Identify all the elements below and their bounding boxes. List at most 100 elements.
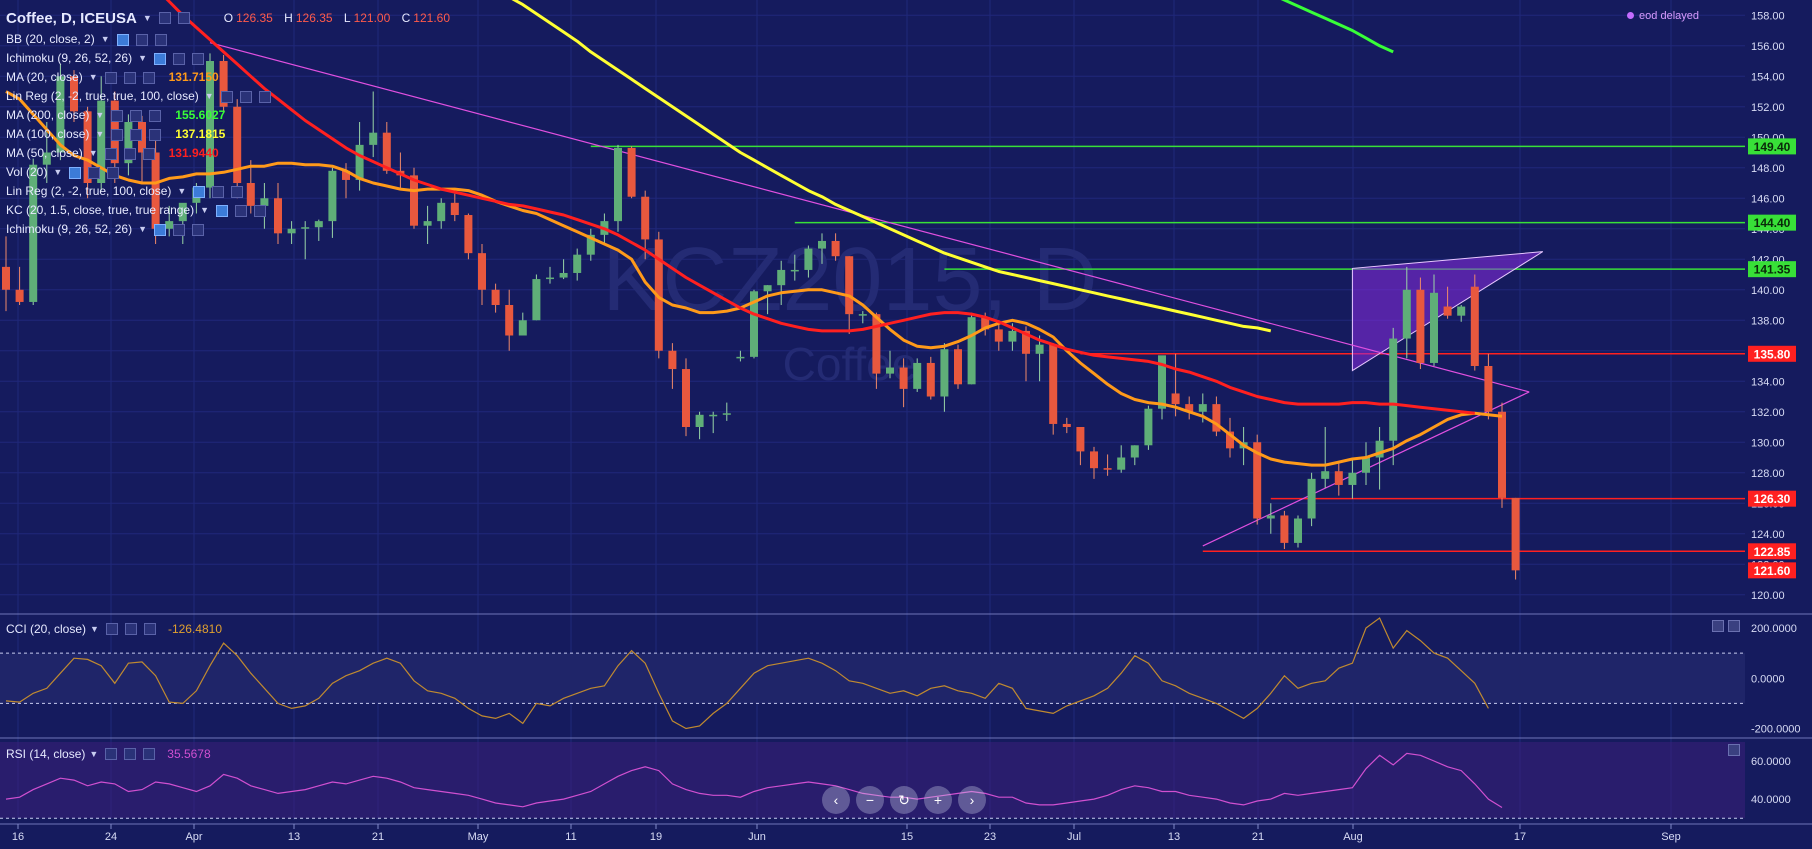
- date-tick-label: 11: [565, 831, 576, 843]
- rsi-label[interactable]: RSI (14, close): [6, 747, 86, 761]
- indicator-close-icon[interactable]: [192, 223, 204, 236]
- rsi-hide-icon[interactable]: [124, 748, 137, 760]
- indicator-settings-icon[interactable]: [154, 223, 166, 236]
- indicator-label[interactable]: Vol (20): [6, 165, 48, 179]
- indicator-dropdown-icon[interactable]: ▼: [100, 34, 110, 44]
- indicator-dropdown-icon[interactable]: ▼: [95, 129, 105, 139]
- candle-body: [274, 198, 282, 234]
- level-price-tags: 149.40 144.40 141.35 135.80 126.30 122.85 121.…: [1748, 138, 1796, 579]
- price-tick-label: 132.00: [1751, 407, 1785, 419]
- reset-zoom-button[interactable]: ↻: [890, 786, 918, 814]
- indicator-dropdown-icon[interactable]: ▼: [138, 53, 147, 63]
- indicator-label[interactable]: MA (200, close): [6, 108, 90, 122]
- indicator-hide-icon[interactable]: [173, 52, 185, 65]
- candle-body: [382, 132, 391, 171]
- cci-hide-icon[interactable]: [124, 623, 137, 635]
- indicator-label[interactable]: MA (20, close): [6, 70, 83, 84]
- rsi-tick-label: 40.0000: [1751, 794, 1791, 806]
- indicator-close-icon[interactable]: [258, 90, 271, 103]
- indicator-close-icon[interactable]: [254, 204, 267, 217]
- indicator-settings-icon[interactable]: [154, 52, 166, 65]
- candle-body: [559, 272, 568, 278]
- indicator-settings-icon[interactable]: [111, 128, 124, 141]
- indicator-dropdown-icon[interactable]: ▼: [53, 167, 63, 177]
- indicator-close-icon[interactable]: [231, 185, 244, 198]
- indicator-hide-icon[interactable]: [130, 109, 143, 122]
- indicator-settings-icon[interactable]: [116, 33, 129, 46]
- cci-move-down-icon[interactable]: [1728, 620, 1740, 632]
- candle-body: [1375, 440, 1384, 458]
- candle-body: [1103, 468, 1112, 470]
- indicator-settings-icon[interactable]: [111, 109, 124, 122]
- indicator-dropdown-icon[interactable]: ▼: [138, 224, 147, 234]
- rsi-tick-label: 60.0000: [1751, 756, 1791, 768]
- indicator-label[interactable]: Lin Reg (2, -2, true, true, 100, close): [6, 89, 199, 103]
- indicator-label[interactable]: BB (20, close, 2): [6, 32, 95, 46]
- indicator-close-icon[interactable]: [142, 147, 155, 160]
- indicator-settings-icon[interactable]: [193, 185, 206, 198]
- indicator-dropdown-icon[interactable]: ▼: [88, 72, 98, 82]
- indicator-hide-icon[interactable]: [123, 147, 136, 160]
- indicator-settings-icon[interactable]: [104, 147, 117, 160]
- compare-icon[interactable]: [177, 12, 190, 24]
- cci-label[interactable]: CCI (20, close): [6, 622, 87, 636]
- cci-maximize-icon[interactable]: [1712, 620, 1724, 632]
- indicator-close-icon[interactable]: [142, 71, 155, 84]
- indicator-label[interactable]: Ichimoku (9, 26, 52, 26): [6, 51, 133, 65]
- indicator-row: Lin Reg (2, -2, true, 100, close) ▼: [6, 182, 450, 201]
- cci-settings-icon[interactable]: [105, 623, 118, 635]
- indicator-settings-icon[interactable]: [104, 71, 117, 84]
- candle-body: [1294, 518, 1302, 543]
- symbol-title[interactable]: Coffee, D, ICEUSA: [6, 9, 137, 27]
- rsi-dropdown-icon[interactable]: ▼: [89, 749, 99, 759]
- candle-body: [42, 152, 51, 165]
- indicator-hide-icon[interactable]: [235, 204, 248, 217]
- indicator-hide-icon[interactable]: [88, 166, 101, 179]
- indicator-hide-icon[interactable]: [173, 223, 185, 236]
- indicator-dropdown-icon[interactable]: ▼: [177, 186, 187, 196]
- indicator-close-icon[interactable]: [149, 109, 162, 122]
- indicator-dropdown-icon[interactable]: ▼: [88, 148, 98, 158]
- date-tick-label: 13: [1168, 831, 1180, 843]
- indicator-close-icon[interactable]: [149, 128, 162, 141]
- indicator-settings-icon[interactable]: [69, 166, 82, 179]
- indicator-hide-icon[interactable]: [123, 71, 136, 84]
- indicator-hide-icon[interactable]: [135, 33, 148, 46]
- indicator-dropdown-icon[interactable]: ▼: [204, 91, 214, 101]
- indicator-label[interactable]: KC (20, 1.5, close, true, true range): [6, 203, 195, 217]
- indicator-hide-icon[interactable]: [130, 128, 143, 141]
- indicator-settings-icon[interactable]: [216, 204, 229, 217]
- zoom-in-button[interactable]: +: [924, 786, 952, 814]
- indicator-hide-icon[interactable]: [239, 90, 252, 103]
- low-label: L: [343, 10, 351, 25]
- rsi-settings-icon[interactable]: [105, 748, 118, 760]
- indicator-dropdown-icon[interactable]: ▼: [95, 110, 105, 120]
- scroll-left-button[interactable]: ‹: [822, 786, 850, 814]
- symbol-dropdown-icon[interactable]: ▼: [142, 12, 152, 23]
- indicator-close-icon[interactable]: [154, 33, 167, 46]
- indicator-label[interactable]: Ichimoku (9, 26, 52, 26): [6, 222, 133, 236]
- scroll-right-button[interactable]: ›: [958, 786, 986, 814]
- zoom-out-button[interactable]: −: [856, 786, 884, 814]
- cci-close-icon[interactable]: [143, 623, 156, 635]
- indicator-hide-icon[interactable]: [212, 185, 225, 198]
- ohlc-readout: O 126.35 H 126.35 L 121.00 C 121.60: [216, 9, 450, 28]
- indicator-settings-icon[interactable]: [220, 90, 233, 103]
- rsi-close-icon[interactable]: [143, 748, 156, 760]
- candle-body: [1212, 404, 1221, 432]
- rsi-move-up-icon[interactable]: [1728, 744, 1740, 756]
- candle-body: [763, 285, 772, 292]
- candle-body: [1498, 411, 1506, 498]
- candle-body: [15, 289, 24, 302]
- indicator-label[interactable]: MA (50, close): [6, 146, 83, 160]
- settings-icon[interactable]: [158, 12, 171, 24]
- indicator-close-icon[interactable]: [192, 52, 204, 65]
- indicator-label[interactable]: Lin Reg (2, -2, true, 100, close): [6, 184, 172, 198]
- indicator-dropdown-icon[interactable]: ▼: [200, 205, 210, 215]
- indicator-label[interactable]: MA (100, close): [6, 127, 90, 141]
- cci-dropdown-icon[interactable]: ▼: [90, 624, 99, 634]
- price-tick-label: 148.00: [1751, 163, 1785, 175]
- candle-body: [818, 240, 826, 249]
- indicator-close-icon[interactable]: [107, 166, 120, 179]
